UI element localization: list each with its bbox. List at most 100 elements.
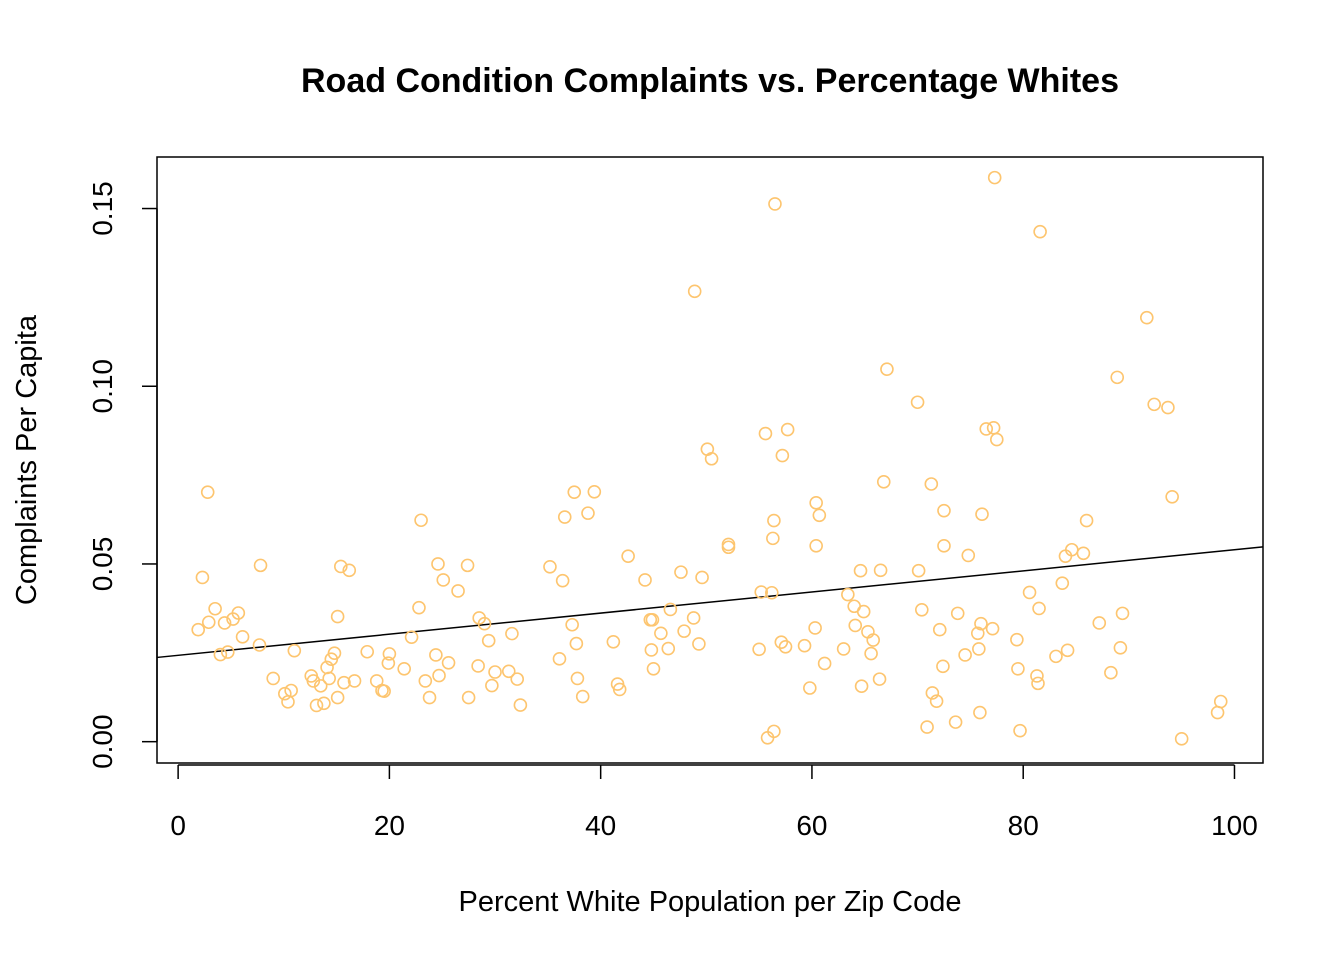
data-point — [1210, 705, 1225, 720]
data-point — [721, 540, 736, 555]
data-point — [936, 659, 950, 674]
data-point — [985, 621, 1000, 636]
data-point — [654, 626, 668, 641]
data-point — [569, 636, 584, 651]
data-point — [485, 678, 499, 693]
data-point — [567, 485, 582, 499]
data-point — [1165, 489, 1179, 504]
data-point — [808, 621, 822, 635]
data-point — [1115, 606, 1130, 621]
data-point — [646, 662, 661, 676]
data-point — [195, 570, 210, 585]
data-point — [334, 559, 348, 574]
data-point — [754, 585, 769, 599]
data-point — [817, 656, 832, 671]
data-point — [809, 496, 823, 510]
data-point — [778, 639, 793, 654]
data-point — [948, 715, 963, 729]
data-point — [284, 683, 298, 698]
data-point — [208, 601, 222, 616]
data-point — [973, 705, 987, 720]
data-point — [987, 170, 1002, 185]
x-axis: 0 20 40 60 80 100 — [170, 764, 1258, 841]
data-point — [989, 432, 1004, 447]
data-point — [1032, 601, 1046, 616]
data-point — [677, 624, 691, 638]
data-point — [1113, 641, 1128, 655]
data-point — [975, 507, 989, 522]
data-point — [231, 606, 246, 620]
data-point — [552, 652, 567, 666]
data-point — [775, 448, 790, 463]
data-point — [1140, 310, 1154, 325]
data-point — [986, 421, 1001, 435]
data-point — [924, 477, 939, 491]
data-point — [644, 643, 659, 657]
data-point — [418, 674, 433, 688]
data-point — [461, 690, 476, 705]
data-point — [1147, 397, 1161, 412]
data-point — [911, 563, 926, 578]
data-point — [220, 645, 235, 659]
data-point — [581, 506, 595, 520]
data-point — [854, 679, 869, 694]
data-point — [397, 662, 411, 676]
data-point — [974, 616, 988, 631]
data-point — [937, 503, 951, 518]
data-point — [687, 284, 702, 299]
y-axis-label: Complaints Per Capita — [11, 314, 43, 605]
data-point — [876, 475, 891, 489]
data-point — [766, 531, 780, 546]
data-point — [235, 630, 250, 644]
y-tick-label: 0.10 — [87, 359, 118, 414]
data-point — [322, 671, 336, 686]
data-point — [841, 587, 855, 602]
data-point — [1174, 732, 1189, 746]
data-point — [337, 675, 351, 690]
data-point — [191, 622, 205, 637]
data-point — [1011, 662, 1025, 676]
data-point — [674, 565, 688, 579]
data-point — [979, 422, 994, 436]
data-point — [661, 641, 676, 656]
chart-title: Road Condition Complaints vs. Percentage… — [301, 62, 1119, 100]
data-point — [513, 698, 528, 712]
data-point — [381, 656, 396, 670]
data-point — [414, 513, 428, 528]
data-point — [330, 690, 345, 705]
data-point — [758, 426, 773, 441]
data-point — [848, 618, 863, 633]
data-point — [451, 584, 465, 598]
data-point — [767, 513, 781, 528]
data-point — [1031, 676, 1045, 691]
data-point — [767, 724, 781, 739]
data-point — [645, 612, 660, 627]
data-point — [313, 679, 328, 693]
data-point — [330, 609, 345, 624]
data-point — [287, 643, 302, 658]
data-point — [914, 603, 929, 617]
data-point — [1161, 400, 1175, 415]
data-point — [213, 647, 228, 662]
regression-line-group — [156, 546, 1264, 659]
x-tick-label: 20 — [374, 810, 405, 841]
data-point — [217, 616, 232, 630]
data-point — [1010, 632, 1024, 647]
data-point — [925, 686, 940, 700]
data-point — [1076, 546, 1091, 561]
data-point — [929, 694, 944, 708]
data-point — [1104, 665, 1118, 680]
data-point — [1092, 616, 1107, 630]
data-point — [972, 642, 986, 656]
data-point — [812, 508, 827, 523]
data-point — [872, 672, 887, 686]
x-tick-label: 80 — [1008, 810, 1039, 841]
data-point — [1013, 723, 1027, 738]
data-point — [721, 537, 736, 552]
data-point — [404, 630, 419, 644]
data-point — [510, 672, 525, 686]
data-point — [1060, 643, 1075, 658]
data-point — [686, 611, 701, 625]
data-point — [460, 558, 475, 573]
